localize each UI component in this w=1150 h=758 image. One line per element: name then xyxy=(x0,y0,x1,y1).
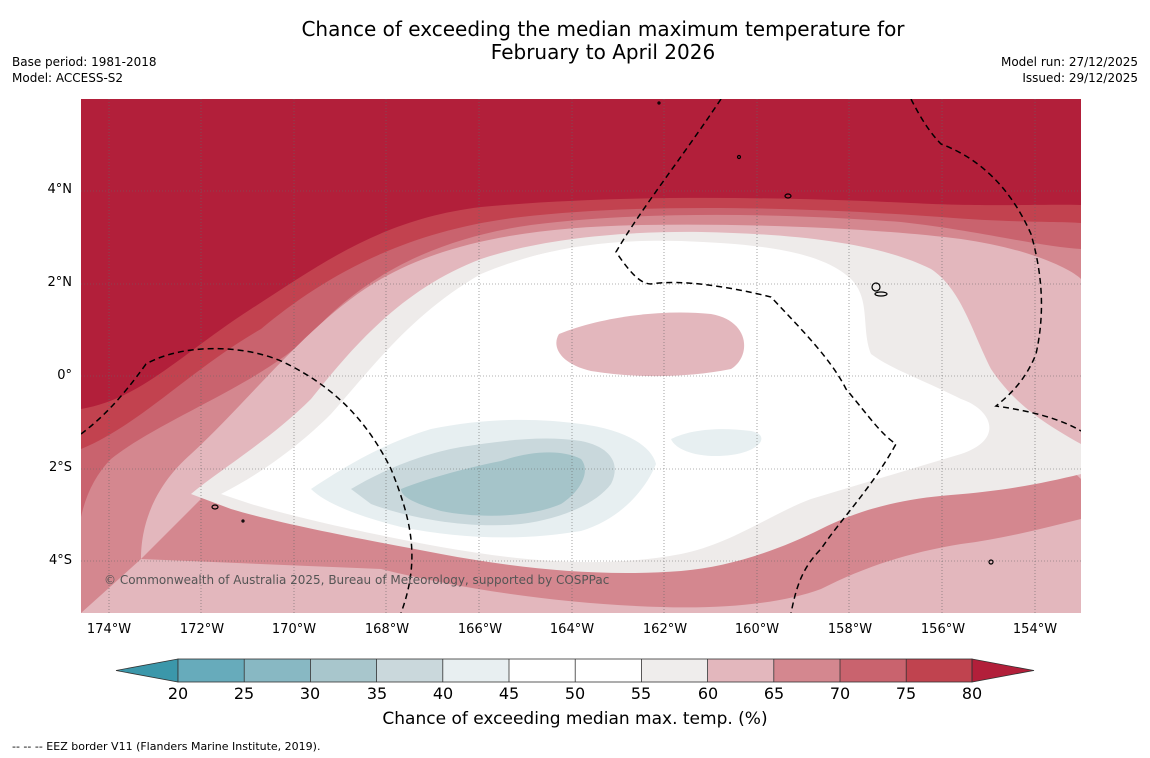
colorbar-tick: 25 xyxy=(233,684,255,703)
colorbar-segment xyxy=(773,659,840,682)
colorbar-segment xyxy=(178,659,245,682)
colorbar-tick: 20 xyxy=(167,684,189,703)
colorbar-tick: 30 xyxy=(299,684,321,703)
eez-border-west xyxy=(81,347,413,613)
model-text: Model: ACCESS-S2 xyxy=(12,71,124,85)
colorbar-segment xyxy=(442,659,509,682)
map-svg xyxy=(81,99,1081,613)
colorbar-segment xyxy=(509,659,576,682)
colorbar-under-arrow xyxy=(115,658,179,683)
colorbar-segment xyxy=(310,659,377,682)
colorbar-tick: 50 xyxy=(564,684,586,703)
lon-label: 168°W xyxy=(364,622,410,637)
title-line-2: February to April 2026 xyxy=(490,40,716,64)
colorbar xyxy=(115,658,1035,683)
lon-label: 162°W xyxy=(642,622,688,637)
island-mark xyxy=(241,519,245,523)
eez-border-central xyxy=(615,99,897,613)
lon-label: 156°W xyxy=(920,622,966,637)
band-60 xyxy=(81,224,1081,613)
island-mark xyxy=(871,282,881,292)
issued-text: Issued: 29/12/2025 xyxy=(1022,71,1138,85)
colorbar-tick: 45 xyxy=(498,684,520,703)
lon-label: 160°W xyxy=(734,622,780,637)
lat-label: 2°S xyxy=(48,460,72,475)
eez-borders xyxy=(81,99,1081,613)
colorbar-dividers xyxy=(243,659,907,682)
colorbar-segment xyxy=(641,659,708,682)
lon-label: 174°W xyxy=(86,622,132,637)
colorbar-segment xyxy=(244,659,311,682)
colorbar-tick: 75 xyxy=(895,684,917,703)
band-30 xyxy=(401,452,585,516)
colorbar-tick: 80 xyxy=(961,684,983,703)
lat-label: 4°S xyxy=(48,553,72,568)
copyright-credit: © Commonwealth of Australia 2025, Bureau… xyxy=(104,573,610,587)
colorbar-segment xyxy=(376,659,443,682)
islands xyxy=(211,101,994,565)
island-mark xyxy=(784,193,792,199)
eez-footnote: -- -- -- EEZ border V11 (Flanders Marine… xyxy=(12,740,321,753)
island-mark xyxy=(657,101,661,105)
lon-label: 164°W xyxy=(549,622,595,637)
model-run-text: Model run: 27/12/2025 xyxy=(1000,55,1138,69)
title-line-1: Chance of exceeding the median maximum t… xyxy=(301,17,905,41)
chart-title: Chance of exceeding the median maximum t… xyxy=(0,18,1150,64)
lon-label: 172°W xyxy=(179,622,225,637)
lon-label: 170°W xyxy=(271,622,317,637)
colorbar-segment xyxy=(840,659,907,682)
colorbar-title: Chance of exceeding median max. temp. (%… xyxy=(382,709,768,729)
band-40-east xyxy=(671,429,762,457)
base-period-text: Base period: 1981-2018 xyxy=(12,55,157,69)
band-45-north-east-blob xyxy=(513,244,833,295)
island-mark xyxy=(736,154,742,160)
band-45-north-blob xyxy=(483,297,553,327)
lat-label: 4°N xyxy=(47,182,73,197)
map-panel xyxy=(81,99,1081,613)
colorbar-segment xyxy=(707,659,774,682)
lat-label: 2°N xyxy=(47,275,73,290)
colorbar-segment xyxy=(575,659,642,682)
meta-right: Model run: 27/12/2025 Issued: 29/12/2025 xyxy=(1001,54,1138,86)
lon-label: 154°W xyxy=(1012,622,1058,637)
colorbar-tick: 35 xyxy=(366,684,388,703)
colorbar-tick: 55 xyxy=(630,684,652,703)
island-mark xyxy=(988,559,994,565)
colorbar-tick: 65 xyxy=(763,684,785,703)
band-60-north-blob xyxy=(556,312,745,377)
colorbar-tick: 70 xyxy=(829,684,851,703)
island-mark xyxy=(211,504,219,510)
island-mark xyxy=(874,291,888,297)
eez-border-east xyxy=(910,99,1081,432)
colorbar-frame xyxy=(177,658,973,683)
colorbar-tick: 40 xyxy=(432,684,454,703)
lon-label: 158°W xyxy=(827,622,873,637)
lat-label: 0° xyxy=(57,368,72,383)
colorbar-segment xyxy=(906,659,973,682)
lon-label: 166°W xyxy=(457,622,503,637)
meta-left: Base period: 1981-2018 Model: ACCESS-S2 xyxy=(12,54,157,86)
colorbar-tick: 60 xyxy=(697,684,719,703)
colorbar-over-arrow xyxy=(971,658,1035,683)
